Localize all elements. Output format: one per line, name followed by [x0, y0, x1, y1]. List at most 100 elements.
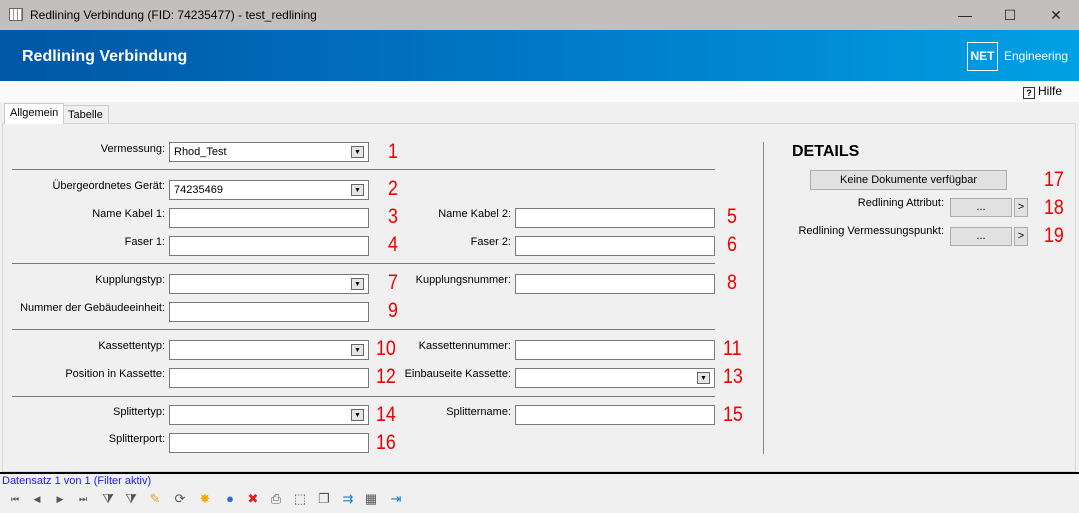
previous-record-icon[interactable]: ◀: [33, 494, 41, 504]
delete-icon[interactable]: ✖: [247, 491, 259, 506]
geraet-value: 74235469: [174, 184, 223, 196]
dropdown-arrow-icon: ▼: [351, 278, 364, 290]
geraet-select[interactable]: 74235469 ▼: [169, 180, 369, 200]
splitterport-label: Splitterport:: [108, 433, 165, 445]
gebaeude-input[interactable]: [169, 302, 369, 322]
kassettennummer-input[interactable]: [515, 340, 715, 360]
globe-refresh-icon[interactable]: ●: [226, 491, 234, 506]
exit-icon[interactable]: ⇥: [390, 491, 402, 506]
faser1-label: Faser 1:: [124, 236, 165, 248]
separator: [12, 263, 715, 264]
kabel1-input[interactable]: [169, 208, 369, 228]
marker-8: 8: [727, 271, 737, 294]
position-input[interactable]: [169, 368, 369, 388]
documents-button[interactable]: Keine Dokumente verfügbar: [810, 170, 1007, 190]
position-label: Position in Kassette:: [65, 368, 165, 380]
header-banner: Redlining Verbindung NET Engineering: [0, 30, 1079, 81]
splittername-input[interactable]: [515, 405, 715, 425]
faser1-input[interactable]: [169, 236, 369, 256]
marker-13: 13: [723, 365, 743, 388]
print-icon[interactable]: ⎙: [270, 491, 282, 506]
copy-icon[interactable]: ❐: [318, 491, 330, 506]
einbauseite-label: Einbauseite Kassette:: [404, 368, 511, 380]
brand-name: Engineering: [1004, 49, 1069, 63]
kassettennummer-label: Kassettennummer:: [418, 340, 511, 352]
last-record-icon[interactable]: ⏭: [78, 494, 88, 504]
marker-16: 16: [376, 431, 396, 454]
status-divider: [0, 472, 1079, 474]
vpunkt-button[interactable]: ...: [950, 227, 1012, 246]
kabel1-label: Name Kabel 1:: [92, 208, 165, 220]
marker-17: 17: [1044, 168, 1064, 191]
kabel2-input[interactable]: [515, 208, 715, 228]
kabel2-label: Name Kabel 2:: [438, 208, 511, 220]
splitterport-input[interactable]: [169, 433, 369, 453]
marker-2: 2: [388, 177, 398, 200]
marker-7: 7: [388, 271, 398, 294]
splittertyp-select[interactable]: ▼: [169, 405, 369, 425]
vermessung-select[interactable]: Rhod_Test ▼: [169, 142, 369, 162]
close-button[interactable]: ✕: [1050, 7, 1062, 23]
remove-filter-icon[interactable]: ⧩: [125, 491, 137, 506]
help-button[interactable]: ? Hilfe: [1023, 84, 1062, 99]
add-filter-icon[interactable]: ⧩: [102, 491, 114, 506]
move-icon[interactable]: ⇉: [342, 491, 354, 506]
dropdown-arrow-icon: ▼: [351, 409, 364, 421]
vermessung-label: Vermessung:: [100, 143, 165, 155]
help-row: [0, 81, 1079, 102]
separator: [12, 396, 715, 397]
faser2-input[interactable]: [515, 236, 715, 256]
kupplungsnummer-label: Kupplungsnummer:: [415, 274, 511, 286]
maximize-button[interactable]: ☐: [1003, 7, 1017, 23]
vermessung-value: Rhod_Test: [174, 146, 227, 158]
edit-pencil-icon[interactable]: ✎: [149, 491, 161, 506]
tab-tabelle[interactable]: Tabelle: [62, 105, 109, 123]
attribut-open-button[interactable]: >: [1014, 198, 1028, 217]
table-edit-icon[interactable]: ▦: [364, 491, 378, 506]
new-star-icon[interactable]: ✸: [199, 491, 211, 506]
select-area-icon[interactable]: ⬚: [293, 491, 307, 506]
minimize-button[interactable]: —: [958, 7, 972, 23]
marker-1: 1: [388, 140, 398, 163]
marker-18: 18: [1044, 196, 1064, 219]
window-title: Redlining Verbindung (FID: 74235477) - t…: [30, 8, 317, 22]
separator: [12, 169, 715, 170]
marker-10: 10: [376, 337, 396, 360]
separator: [12, 329, 715, 330]
marker-14: 14: [376, 403, 396, 426]
attribut-button[interactable]: ...: [950, 198, 1012, 217]
marker-6: 6: [727, 233, 737, 256]
vpunkt-open-button[interactable]: >: [1014, 227, 1028, 246]
details-title: DETAILS: [792, 143, 860, 160]
kassettentyp-label: Kassettentyp:: [98, 340, 165, 352]
marker-5: 5: [727, 205, 737, 228]
window-table-icon: [9, 8, 23, 21]
help-label: Hilfe: [1038, 84, 1063, 98]
einbauseite-select[interactable]: ▼: [515, 368, 715, 388]
marker-3: 3: [388, 205, 398, 228]
splittername-label: Splittername:: [446, 406, 511, 418]
kupplungstyp-label: Kupplungstyp:: [95, 274, 165, 286]
kupplungsnummer-input[interactable]: [515, 274, 715, 294]
marker-4: 4: [388, 233, 398, 256]
faser2-label: Faser 2:: [470, 236, 511, 248]
attribut-label: Redlining Attribut:: [857, 197, 944, 209]
details-divider: [763, 142, 764, 454]
first-record-icon[interactable]: ⏮: [10, 494, 20, 504]
marker-15: 15: [723, 403, 743, 426]
marker-19: 19: [1044, 224, 1064, 247]
tab-allgemein[interactable]: Allgemein: [4, 103, 65, 124]
net-logo: NET: [967, 42, 998, 71]
dropdown-arrow-icon: ▼: [351, 146, 364, 158]
splittertyp-label: Splittertyp:: [113, 406, 165, 418]
dropdown-arrow-icon: ▼: [697, 372, 710, 384]
help-icon: ?: [1023, 87, 1035, 99]
dropdown-arrow-icon: ▼: [351, 184, 364, 196]
vpunkt-label: Redlining Vermessungspunkt:: [798, 225, 944, 237]
refresh-icon[interactable]: ⟳: [174, 491, 186, 506]
title-bar: Redlining Verbindung (FID: 74235477) - t…: [0, 0, 1079, 30]
next-record-icon[interactable]: ▶: [56, 494, 64, 504]
kupplungstyp-select[interactable]: ▼: [169, 274, 369, 294]
kassettentyp-select[interactable]: ▼: [169, 340, 369, 360]
geraet-label: Übergeordnetes Gerät:: [52, 180, 165, 192]
